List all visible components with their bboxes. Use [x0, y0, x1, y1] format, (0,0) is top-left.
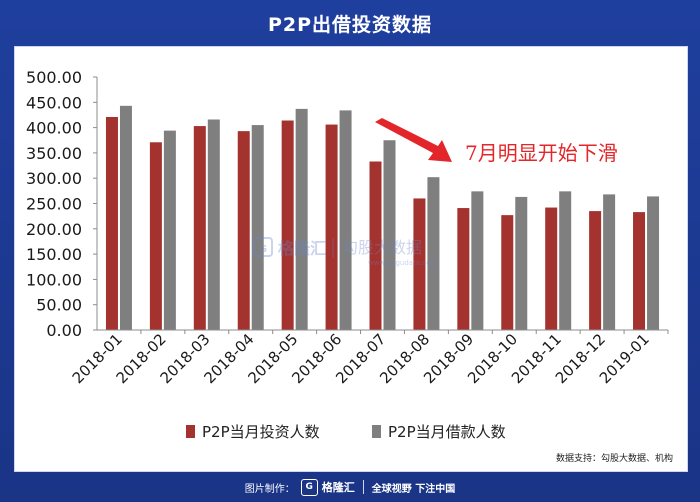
annotation-arrow	[375, 118, 452, 162]
footer-divider	[362, 480, 364, 494]
watermark-brand: 格隆汇	[278, 239, 326, 258]
bar-investors	[325, 124, 338, 331]
watermark-partner: 勾股大数据	[342, 238, 422, 257]
bar-investors	[457, 208, 470, 330]
watermark: G 格隆汇 勾股大数据 www.gogudata.com	[253, 237, 437, 267]
legend-label-investors: P2P当月投资人数	[202, 423, 320, 441]
footer: 图片制作： G 格隆汇 全球视野 下注中国	[0, 472, 700, 502]
footer-brand: 格隆汇	[321, 481, 355, 494]
chart-annotation: 7月明显开始下滑	[465, 141, 618, 165]
legend: P2P当月投资人数 P2P当月借款人数	[186, 423, 506, 441]
bar-borrowers	[163, 130, 176, 330]
bars	[105, 105, 660, 331]
bar-investors	[193, 126, 206, 330]
gelonghui-logo-icon: G	[300, 478, 318, 496]
footer-logo-letter: G	[305, 482, 313, 492]
red-arrow-icon	[375, 118, 452, 162]
y-tick-label: 50.00	[36, 296, 82, 315]
y-tick-label: 100.00	[26, 270, 82, 289]
bar-investors	[501, 215, 514, 330]
watermark-url: www.gogudata.com	[368, 259, 437, 267]
legend-swatch-investors	[186, 425, 195, 438]
title-bar: P2P出借投资数据	[0, 0, 700, 46]
data-source: 数据支持：勾股大数据、机构	[556, 452, 673, 464]
bar-borrowers	[207, 119, 220, 330]
bar-investors	[105, 116, 118, 330]
page-title: P2P出借投资数据	[267, 13, 433, 36]
legend-swatch-borrowers	[372, 425, 381, 438]
watermark-logo-letter: G	[259, 244, 267, 255]
watermark-logo-icon	[253, 237, 273, 257]
legend-label-borrowers: P2P当月借款人数	[388, 423, 506, 441]
footer-slogan: 全球视野 下注中国	[371, 483, 456, 495]
bar-borrowers	[647, 196, 660, 330]
bar-investors	[545, 207, 558, 330]
bar-borrowers	[251, 125, 264, 330]
bar-borrowers	[471, 191, 484, 330]
y-tick-label: 350.00	[26, 144, 82, 163]
x-axis: 2018-012018-022018-032018-042018-052018-…	[69, 329, 669, 387]
bar-investors	[633, 212, 646, 330]
bar-borrowers	[383, 140, 396, 330]
y-tick-label: 200.00	[26, 220, 82, 239]
bar-borrowers	[119, 105, 132, 330]
y-tick-label: 0.00	[46, 321, 82, 340]
bar-investors	[149, 142, 162, 330]
y-tick-label: 450.00	[26, 93, 82, 112]
bar-investors	[413, 198, 426, 330]
bar-borrowers	[559, 191, 572, 330]
footer-made-by: 图片制作：	[244, 483, 295, 495]
bar-investors	[589, 211, 602, 330]
bar-borrowers	[295, 108, 308, 331]
bar-borrowers	[603, 194, 616, 330]
y-axis: 0.00 50.00 100.00 150.00 200.00 250.00 300.00 3…	[26, 68, 98, 340]
bar-borrowers	[427, 177, 440, 330]
bar-borrowers	[339, 110, 352, 331]
bar-investors	[369, 161, 382, 330]
bar-investors	[237, 131, 250, 330]
bar-investors	[281, 120, 294, 331]
y-tick-label: 150.00	[26, 245, 82, 264]
y-tick-label: 500.00	[26, 68, 82, 87]
bar-borrowers	[515, 196, 528, 330]
y-tick-label: 300.00	[26, 169, 82, 188]
y-tick-label: 400.00	[26, 119, 82, 138]
y-tick-label: 250.00	[26, 195, 82, 214]
